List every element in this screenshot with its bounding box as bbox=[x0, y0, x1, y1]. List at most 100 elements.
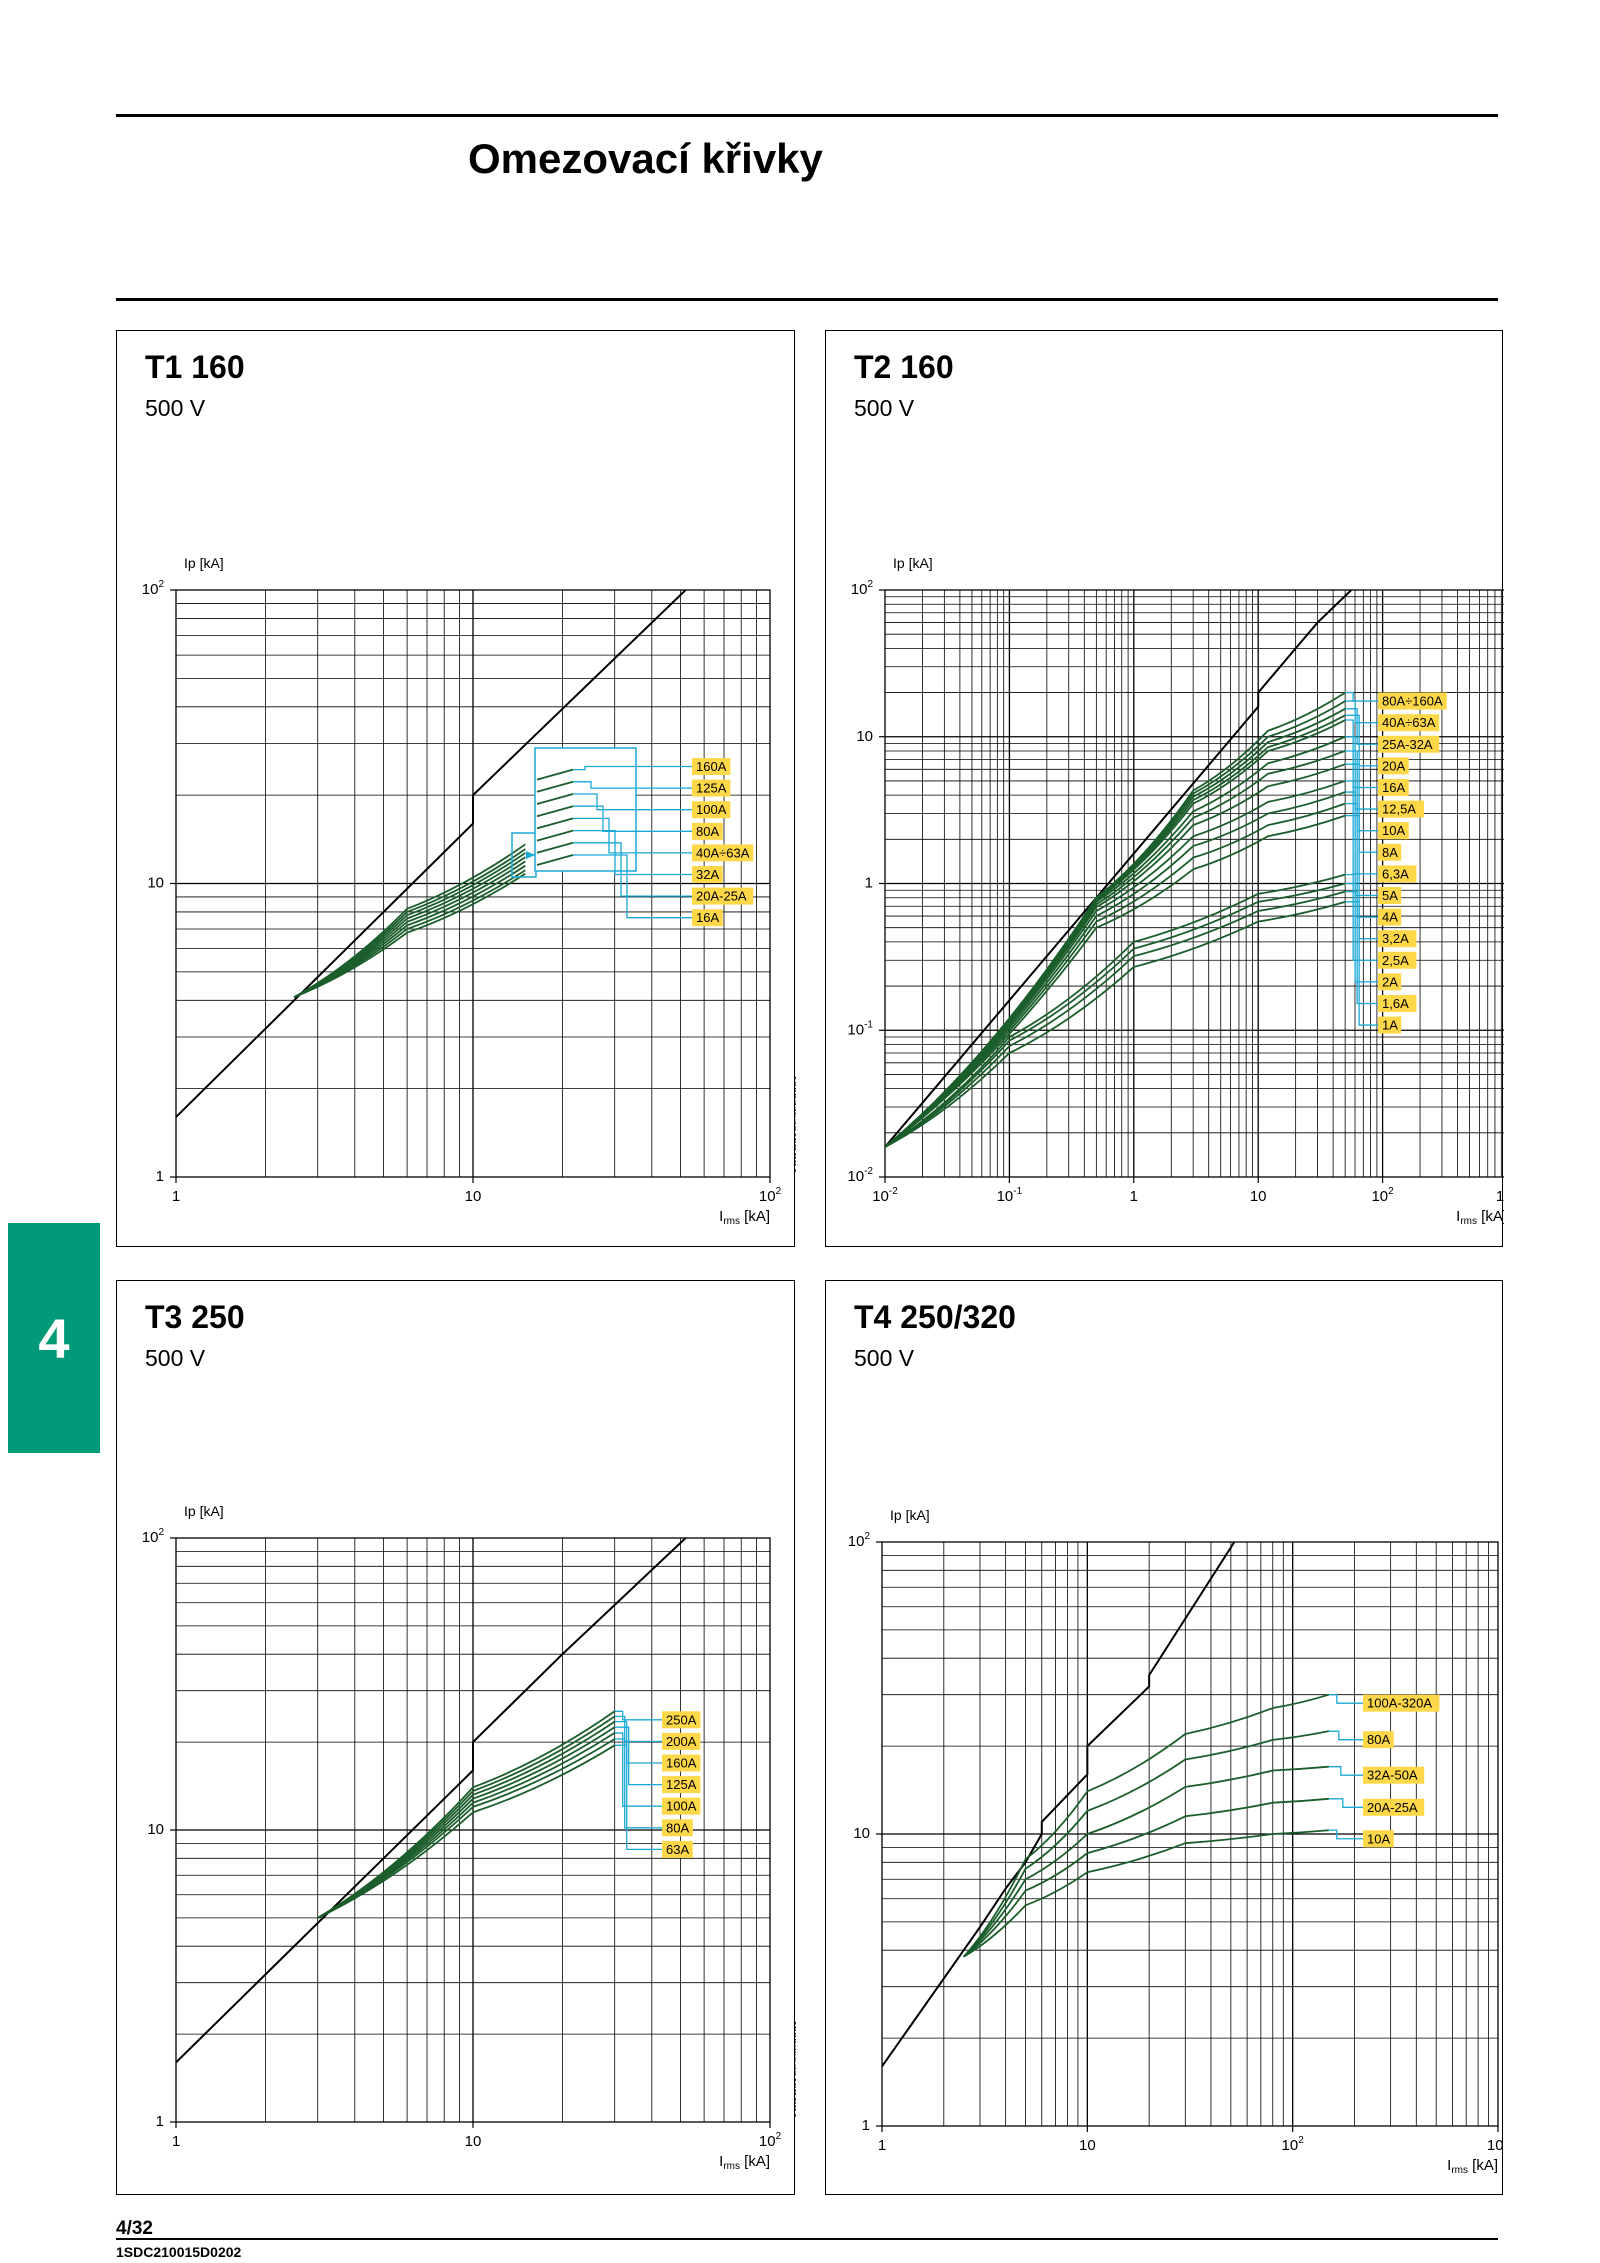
label-leader bbox=[1328, 1730, 1363, 1741]
label-leader bbox=[614, 1732, 662, 1807]
label-leader bbox=[573, 842, 692, 897]
chart-title: T2 160 bbox=[854, 349, 954, 385]
series-label-box bbox=[662, 1776, 701, 1794]
series-label-box bbox=[1378, 908, 1402, 926]
series-label-box bbox=[1363, 1731, 1394, 1749]
y-tick-label: 1 bbox=[156, 1168, 164, 1185]
series-label: 160A bbox=[666, 1755, 697, 1770]
series-label: 80A bbox=[696, 824, 719, 839]
header-rule bbox=[116, 298, 1498, 301]
label-leader bbox=[573, 854, 692, 919]
series-label-box bbox=[1378, 843, 1402, 861]
y-tick-exponent: 2 bbox=[158, 579, 164, 590]
y-tick-label: 1 bbox=[862, 2117, 870, 2134]
page-title: Omezovací křivky bbox=[468, 135, 823, 182]
x-tick-label: 10 bbox=[465, 1188, 482, 1205]
peak-current-envelope bbox=[176, 590, 687, 1118]
series-label-box bbox=[662, 1711, 701, 1729]
inset-series-line bbox=[536, 829, 574, 842]
limitation-curves bbox=[293, 843, 526, 998]
series-line bbox=[885, 882, 1346, 1148]
figure-code: 1SDC210E75F0001 bbox=[793, 1075, 796, 1173]
chapter-tab: 4 bbox=[8, 1223, 100, 1453]
label-leader bbox=[1345, 691, 1378, 702]
series-label-box bbox=[692, 822, 723, 840]
chart-title: T3 250 bbox=[145, 1299, 245, 1335]
chart-panel-t2: 10-2 10-1 1 10 102 103 10-2 10-1 1 10 102 Ip [kA] Ir… bbox=[825, 330, 1504, 1247]
limitation-curves bbox=[963, 1693, 1330, 1958]
series-label-box bbox=[1378, 865, 1417, 883]
series-label: 20A-25A bbox=[1367, 1800, 1418, 1815]
inset-series-line bbox=[536, 805, 574, 818]
inset-series-line bbox=[536, 841, 574, 854]
series-label: 1A bbox=[1382, 1018, 1398, 1033]
peak-current-envelope bbox=[885, 590, 1352, 1148]
label-leader bbox=[573, 793, 692, 811]
series-label-box bbox=[1378, 714, 1440, 732]
chart-panel-t4: 110102103110102Ip [kA]Irms [kA]1SDC210E7… bbox=[825, 1280, 1504, 2195]
label-leader bbox=[1345, 700, 1378, 724]
chart-subtitle: 500 V bbox=[145, 395, 206, 421]
series-label-box bbox=[692, 758, 731, 775]
x-tick-exponent: 2 bbox=[1388, 1186, 1394, 1197]
x-tick-exponent: 2 bbox=[776, 1186, 782, 1197]
figure-code: 1SDC210E77F0001 bbox=[793, 2020, 796, 2118]
x-tick-label: 10-2 bbox=[872, 1186, 898, 1205]
x-tick-label: 103 bbox=[1496, 1186, 1504, 1205]
x-axis-label-unit: [kA] bbox=[1477, 1208, 1504, 1225]
chart-panel-t3: 1 10 102 1 10 102 Ip [kA] Irms [kA] 1SDC210E77F0… bbox=[116, 1280, 796, 2195]
series-label-box bbox=[1363, 1766, 1425, 1784]
y-tick-label: 102 bbox=[848, 1531, 871, 1550]
label-leader bbox=[1345, 780, 1378, 875]
label-leader bbox=[573, 781, 692, 789]
series-line bbox=[963, 1693, 1330, 1958]
x-tick-label: 102 bbox=[1371, 1186, 1394, 1205]
label-leader bbox=[1345, 719, 1378, 789]
chart-svg-t3: 1 10 102 1 10 102 Ip [kA] Irms [kA] 1SDC210E77F0… bbox=[142, 1503, 796, 2172]
x-tick-exponent: 2 bbox=[1298, 2135, 1304, 2146]
series-label: 3,2A bbox=[1382, 931, 1409, 946]
x-axis-label-unit: [kA] bbox=[740, 2153, 770, 2170]
label-leader bbox=[1345, 873, 1378, 961]
y-tick-label: 1 bbox=[156, 2113, 164, 2130]
y-tick-exponent: 2 bbox=[158, 1527, 164, 1538]
label-leader bbox=[1328, 1694, 1363, 1704]
label-leader bbox=[1328, 1798, 1363, 1808]
label-leaders bbox=[614, 1710, 662, 1851]
y-axis-label: Ip [kA] bbox=[890, 1507, 930, 1523]
series-label-box bbox=[692, 779, 731, 797]
inset-series-line bbox=[536, 793, 574, 805]
x-tick-label: 10 bbox=[465, 2133, 482, 2150]
x-tick-label: 10 bbox=[1079, 2137, 1096, 2154]
zoom-inset-lines bbox=[536, 765, 692, 919]
label-leader bbox=[614, 1710, 662, 1721]
x-axis-label-subscript: rms bbox=[723, 1216, 740, 1227]
series-label: 80A bbox=[1367, 1732, 1390, 1747]
label-leader bbox=[614, 1715, 662, 1743]
x-axis-label-subscript: rms bbox=[723, 2161, 740, 2172]
series-labels: 160A 125A 100A 80A 40A÷63A 32A 20A-25A 16A bbox=[692, 758, 754, 927]
series-label-box bbox=[662, 1819, 693, 1837]
limitation-curves bbox=[317, 1710, 616, 1919]
y-tick-label: 10-2 bbox=[847, 1166, 873, 1185]
series-label: 80A÷160A bbox=[1382, 694, 1443, 709]
label-leader bbox=[614, 1744, 662, 1851]
series-label: 5A bbox=[1382, 888, 1398, 903]
series-label: 6,3A bbox=[1382, 866, 1409, 881]
x-tick-label: 10-1 bbox=[997, 1186, 1023, 1205]
y-tick-label: 102 bbox=[142, 1527, 165, 1546]
footer-rule bbox=[116, 2238, 1498, 2240]
series-labels: 100A-320A 80A 32A-50A 20A-25A 10A bbox=[1363, 1694, 1440, 1848]
zoom-arrow-head bbox=[526, 851, 535, 859]
label-leader bbox=[1345, 814, 1378, 940]
x-axis-label: Irms [kA] bbox=[719, 2153, 770, 2172]
series-label: 16A bbox=[696, 910, 719, 925]
x-tick-label: 1 bbox=[172, 2133, 180, 2150]
y-tick-label: 10 bbox=[147, 1821, 164, 1838]
series-label: 40A÷63A bbox=[696, 845, 750, 860]
series-label: 4A bbox=[1382, 910, 1398, 925]
chart-panel-t1: 1 10 102 1 10 102 Ip [kA] Irms [kA] 1SDC210E75F0… bbox=[116, 330, 796, 1247]
chapter-number: 4 bbox=[38, 1306, 70, 1370]
series-label: 250A bbox=[666, 1712, 697, 1727]
series-label-box bbox=[692, 844, 754, 862]
